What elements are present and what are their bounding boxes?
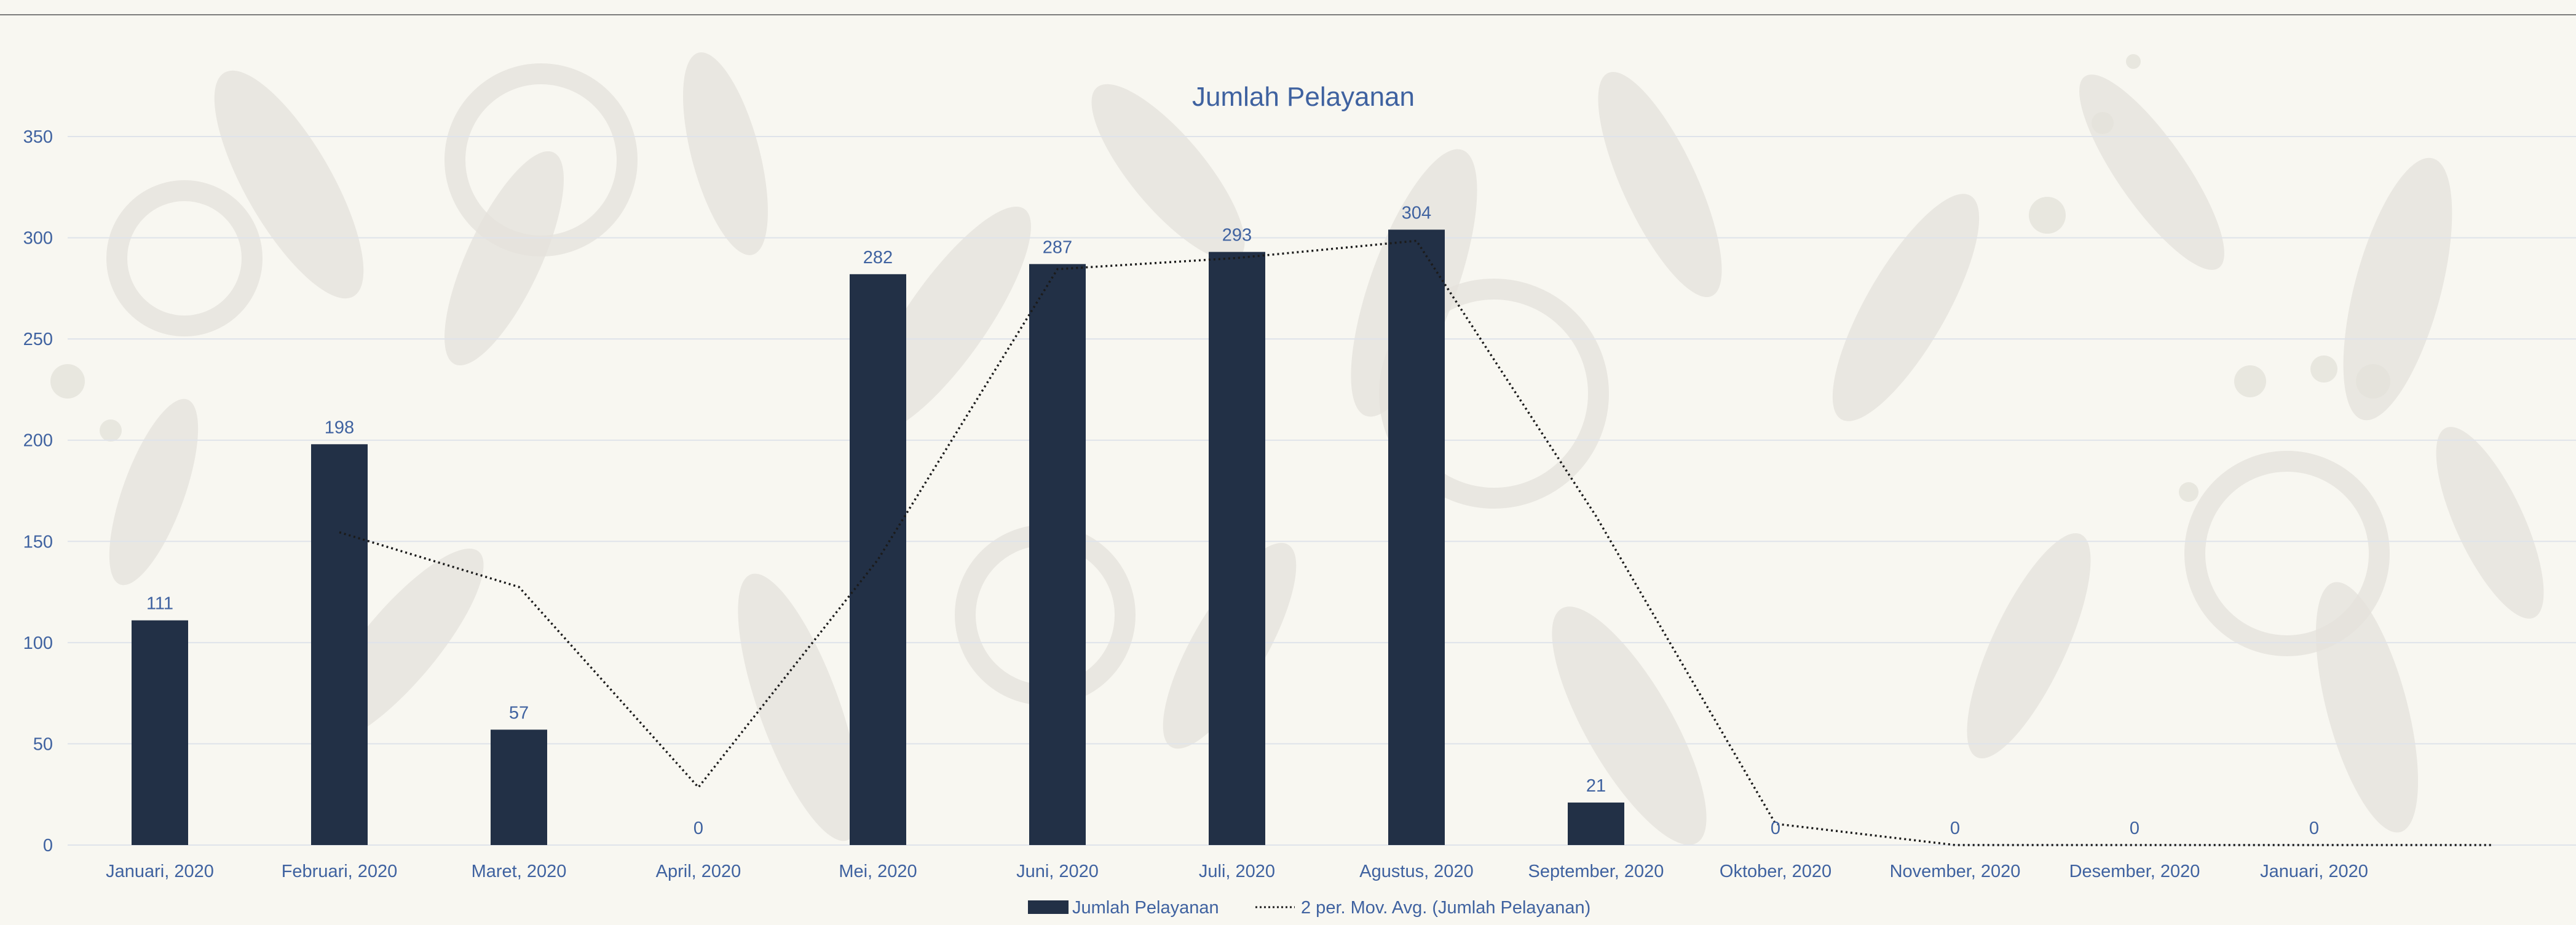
bar <box>1388 229 1445 845</box>
y-tick-label: 50 <box>33 734 53 754</box>
ornament-leaf <box>2321 147 2474 431</box>
ornament-leaf <box>1574 57 1745 311</box>
bar <box>1029 264 1086 845</box>
x-tick-label: Juli, 2020 <box>1199 862 1275 881</box>
data-label: 304 <box>1402 203 1431 223</box>
legend-swatch-bars <box>1028 900 1069 914</box>
bar <box>132 621 188 845</box>
ornament-dot <box>2029 197 2066 234</box>
ornament-leaf <box>1524 587 1734 864</box>
bar <box>1209 252 1265 845</box>
y-tick-label: 150 <box>23 532 53 552</box>
data-label: 0 <box>2130 819 2139 838</box>
ornament-dot <box>2234 365 2266 397</box>
x-tick-label: Juni, 2020 <box>1016 862 1099 881</box>
ornament-dot <box>2310 355 2337 383</box>
bar-series <box>132 229 1624 845</box>
data-label: 198 <box>325 418 354 437</box>
data-label: 21 <box>1586 776 1606 796</box>
x-tick-label: Desember, 2020 <box>2069 862 2200 881</box>
bar <box>311 444 368 845</box>
ornament-leaf <box>187 51 390 318</box>
legend-label-bars: Jumlah Pelayanan <box>1072 898 1219 918</box>
ornament-dot <box>2179 482 2199 502</box>
data-label: 0 <box>693 819 703 838</box>
data-label: 0 <box>1771 819 1780 838</box>
x-tick-label: April, 2020 <box>656 862 741 881</box>
ornament-leaf <box>2415 414 2564 632</box>
y-tick-label: 200 <box>23 431 53 451</box>
legend-label-moving-average: 2 per. Mov. Avg. (Jumlah Pelayanan) <box>1301 898 1590 918</box>
data-label: 282 <box>863 248 893 268</box>
data-label: 57 <box>509 703 529 723</box>
ornament-dot <box>2356 364 2390 399</box>
x-tick-label: Januari, 2020 <box>2260 862 2368 881</box>
x-tick-label: Agustus, 2020 <box>1359 862 1473 881</box>
bar <box>850 274 906 845</box>
legend: Jumlah Pelayanan 2 per. Mov. Avg. (Jumla… <box>1028 898 1590 918</box>
ornament-dot <box>2126 54 2141 69</box>
ornament-swirl <box>2195 461 2379 646</box>
y-tick-label: 0 <box>43 836 53 856</box>
bar <box>491 729 547 845</box>
background-ornaments <box>50 44 2565 865</box>
y-tick-label: 250 <box>23 330 53 349</box>
y-tick-label: 300 <box>23 229 53 248</box>
data-label: 293 <box>1222 226 1252 245</box>
ornament-leaf <box>1807 176 2005 440</box>
x-tick-label: Oktober, 2020 <box>1720 862 1831 881</box>
ornament-leaf <box>666 44 785 264</box>
data-label: 0 <box>2309 819 2319 838</box>
ornament-leaf <box>2057 57 2246 287</box>
data-label: 0 <box>1950 819 1960 838</box>
ornament-leaf <box>1943 518 2114 772</box>
data-label: 111 <box>146 594 173 614</box>
ornament-dot <box>2092 112 2114 134</box>
x-tick-label: September, 2020 <box>1528 862 1664 881</box>
chart-title: Jumlah Pelayanan <box>1192 82 1415 112</box>
y-tick-label: 100 <box>23 633 53 653</box>
ornament-swirl <box>117 191 252 326</box>
ornament-dot <box>100 419 122 442</box>
x-tick-label: November, 2020 <box>1890 862 2021 881</box>
bar <box>1568 803 1624 845</box>
x-tick-label: Maret, 2020 <box>472 862 567 881</box>
x-tick-label: Mei, 2020 <box>839 862 917 881</box>
x-tick-label: Februari, 2020 <box>282 862 398 881</box>
x-axis-tick-labels: Januari, 2020 Februari, 2020 Maret, 2020 Ap… <box>106 862 2368 881</box>
y-axis-tick-labels: 0 50 100 150 200 250 300 350 <box>23 127 53 856</box>
ornament-dot <box>50 364 85 399</box>
data-label: 287 <box>1043 237 1072 257</box>
x-tick-label: Januari, 2020 <box>106 862 214 881</box>
y-tick-label: 350 <box>23 127 53 147</box>
